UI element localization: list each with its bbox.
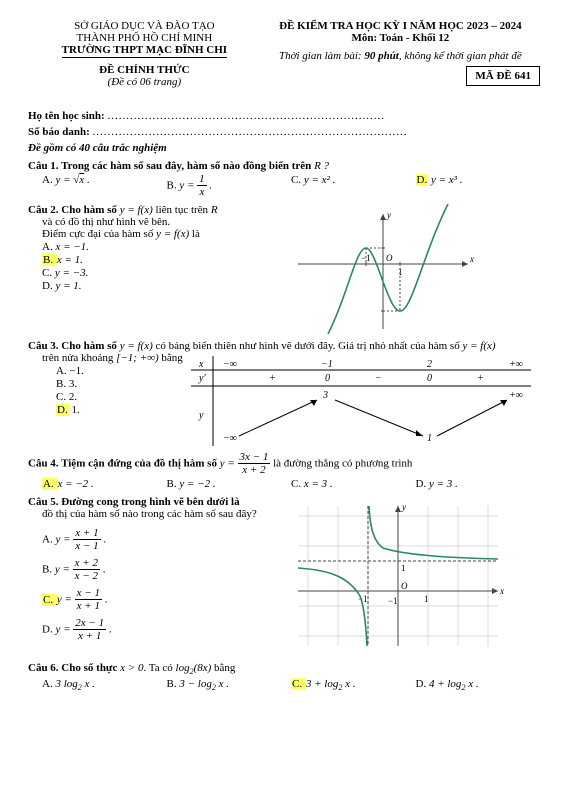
q4-opt-b: B. y = −2 . (167, 478, 292, 490)
svg-text:−: − (375, 373, 382, 384)
q4-opt-a: A. x = −2 . (42, 478, 167, 490)
q2-graph: x y O −1 1 (288, 204, 540, 334)
question-4: Câu 4. Tiệm cận đứng của đồ thị hàm số y… (28, 452, 540, 490)
q1-opt-c: C. y = x² . (291, 174, 416, 198)
q3-opt-d: D. 1. (56, 404, 183, 416)
svg-text:3: 3 (322, 390, 328, 401)
svg-text:0: 0 (325, 373, 330, 384)
svg-text:x: x (198, 359, 204, 370)
svg-text:−1: −1 (321, 359, 333, 370)
q1-opt-d: D. y = x³ . (416, 174, 541, 198)
question-6: Câu 6. Cho số thực x > 0. Ta có log2(8x)… (28, 662, 540, 692)
svg-text:y: y (401, 502, 406, 512)
question-1: Câu 1. Trong các hàm số sau đây, hàm số … (28, 160, 540, 198)
header-left: SỞ GIÁO DỤC VÀ ĐÀO TẠO THÀNH PHỐ HỒ CHÍ … (28, 20, 261, 88)
exam-code: MÃ ĐỀ 641 (466, 66, 540, 86)
q3-opt-b: B. 3. (56, 378, 183, 390)
svg-text:2: 2 (427, 359, 432, 370)
question-2: Câu 2. Cho hàm số y = f(x) liên tục trên… (28, 204, 540, 334)
subject: Môn: Toán - Khối 12 (261, 32, 540, 44)
time: Thời gian làm bài: 90 phút, không kể thờ… (261, 50, 540, 62)
svg-text:−∞: −∞ (223, 433, 237, 444)
exam-header: SỞ GIÁO DỤC VÀ ĐÀO TẠO THÀNH PHỐ HỒ CHÍ … (28, 20, 540, 88)
q3-opt-a: A. −1. (56, 365, 183, 377)
q5-opt-b: B. y = x + 2x − 2 . (42, 558, 280, 582)
q2-opt-a: A. x = −1. (42, 241, 280, 253)
svg-text:y′: y′ (198, 373, 206, 384)
id-field: Số báo danh: ...........................… (28, 126, 540, 138)
question-3: Câu 3. Cho hàm số y = f(x) có bảng biến … (28, 340, 540, 446)
school: TRƯỜNG THPT MẠC ĐĨNH CHI (62, 44, 227, 58)
q5-graph: x y O 1 −1 1 −1 (288, 496, 540, 656)
official: ĐỀ CHÍNH THỨC (28, 64, 261, 76)
q6-opt-c: C. 3 + log2 x . (291, 678, 416, 692)
svg-text:+: + (269, 373, 276, 384)
name-field: Họ tên học sinh: .......................… (28, 110, 540, 122)
q6-opt-b: B. 3 − log2 x . (167, 678, 292, 692)
q3-opt-c: C. 2. (56, 391, 183, 403)
pages: (Đề có 06 trang) (28, 76, 261, 88)
q2-opt-d: D. y = 1. (42, 280, 280, 292)
q5-opt-d: D. y = 2x − 1x + 1 . (42, 618, 280, 642)
svg-text:x: x (469, 254, 474, 264)
svg-text:−1: −1 (388, 596, 398, 606)
svg-text:1: 1 (401, 563, 406, 573)
svg-text:y: y (386, 210, 391, 220)
svg-text:1: 1 (427, 433, 432, 444)
q1-opt-b: B. y = 1x . (167, 174, 292, 198)
q3-variation-table: x y′ y −∞ −1 2 +∞ + 0 − 0 + 3 1 +∞ −∞ (191, 356, 540, 446)
svg-text:−∞: −∞ (223, 359, 237, 370)
header-right: ĐỀ KIỂM TRA HỌC KỲ I NĂM HỌC 2023 – 2024… (261, 20, 540, 88)
q4-opt-d: D. y = 3 . (416, 478, 541, 490)
q2-opt-b: B. x = 1. (42, 254, 280, 266)
question-5: Câu 5. Đường cong trong hình vẽ bên dưới… (28, 496, 540, 656)
svg-text:y: y (198, 410, 204, 421)
q2-opt-c: C. y = −3. (42, 267, 280, 279)
title: ĐỀ KIỂM TRA HỌC KỲ I NĂM HỌC 2023 – 2024 (261, 20, 540, 32)
svg-text:O: O (386, 253, 393, 263)
dept: SỞ GIÁO DỤC VÀ ĐÀO TẠO (28, 20, 261, 32)
q6-opt-a: A. 3 log2 x . (42, 678, 167, 692)
svg-text:+∞: +∞ (509, 359, 523, 370)
svg-text:O: O (401, 581, 408, 591)
q4-opt-c: C. x = 3 . (291, 478, 416, 490)
city: THÀNH PHỐ HỒ CHÍ MINH (28, 32, 261, 44)
svg-text:0: 0 (427, 373, 432, 384)
svg-text:1: 1 (424, 594, 429, 604)
question-count: Đề gồm có 40 câu trắc nghiệm (28, 142, 540, 154)
svg-text:x: x (499, 586, 504, 596)
q6-opt-d: D. 4 + log2 x . (416, 678, 541, 692)
q1-opt-a: A. y = √x . (42, 174, 167, 198)
q5-opt-c: C. y = x − 1x + 1 . (42, 588, 280, 612)
q5-opt-a: A. y = x + 1x − 1 . (42, 528, 280, 552)
svg-text:+∞: +∞ (509, 390, 523, 401)
svg-text:+: + (477, 373, 484, 384)
